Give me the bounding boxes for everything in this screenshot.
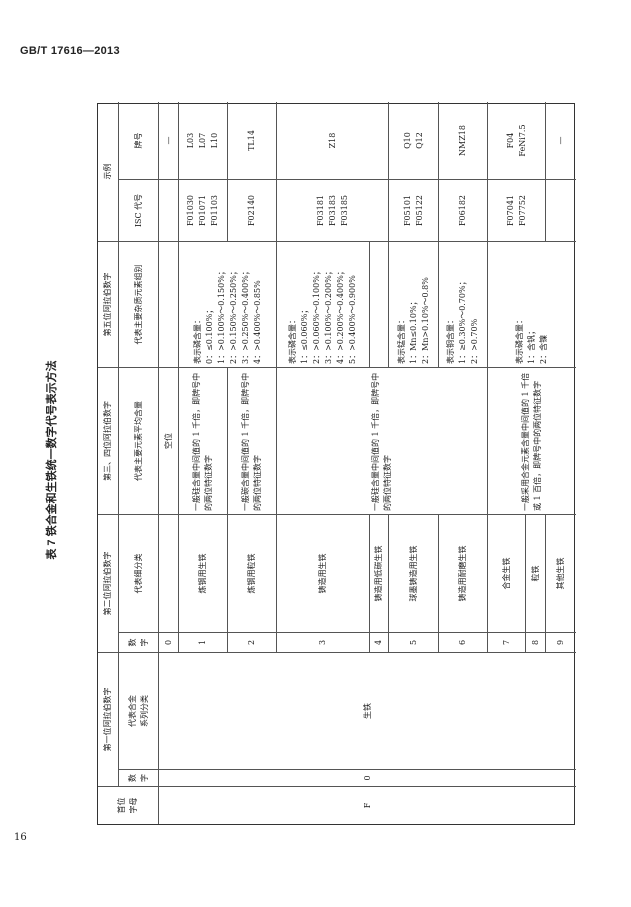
table-title: 表 7 铁合金和生铁统一数字代号表示方法 <box>46 360 58 560</box>
row-name: 炼钢用生铁 <box>179 514 228 632</box>
row-num: 6 <box>439 632 488 652</box>
row-name: 铸造用耐磨生铁 <box>439 514 488 632</box>
row-num: 2 <box>228 632 277 652</box>
isc-r7: F07041 F07752 <box>488 179 546 241</box>
header-first-desc: 代表合金 系列分类 <box>119 652 159 769</box>
grade-r0: — <box>159 102 179 179</box>
header-third-fourth-desc: 代表主要元素平均含量 <box>119 367 159 514</box>
header-first-num: 数 字 <box>119 769 159 786</box>
row-num: 9 <box>546 632 576 652</box>
impurity-r7-9: 表示磷含量： 1：含钒； 2：含镍 <box>488 241 576 367</box>
header-first-letter: 首位 字母 <box>98 786 159 824</box>
grade-r8: — <box>556 136 565 145</box>
row-name: 其他生铁 <box>546 514 576 632</box>
main-element-r3-6: 一般硅含量中间值的 1 千倍，即牌号中的两位特征数字 <box>277 367 488 514</box>
isc-r0 <box>159 179 179 241</box>
isc-r3: F03181 F03183 F03185 <box>277 179 389 241</box>
isc-r6: F06182 <box>439 179 488 241</box>
grade-r1: L03 L07 L10 <box>179 102 228 179</box>
header-first-digit: 第一位阿拉伯数字 <box>98 652 119 786</box>
main-element-r2: 一般碳含量中间值的 1 千倍，即牌号中的两位特征数字 <box>228 367 277 514</box>
header-example: 示例 <box>98 102 119 241</box>
isc-r2: F02140 <box>228 179 277 241</box>
row-name: 铸造用低碳生铁 <box>370 514 389 632</box>
header-grade: 牌号 <box>119 102 159 179</box>
row-num: 8 <box>526 632 546 652</box>
code-table: 首位 字母 第一位阿拉伯数字 数 字 代表合金 系列分类 第二位阿拉伯数字 数 … <box>97 102 576 825</box>
row-name: 粒铁 <box>526 514 546 632</box>
impurity-r1-2: 表示磷含量： 0：≤0.100%； 1：>0.100%～0.150%； 2：>0… <box>179 241 277 367</box>
row-name: 球墨铸造用生铁 <box>389 514 439 632</box>
row-num: 5 <box>389 632 439 652</box>
row-num: 7 <box>488 632 526 652</box>
row-num: 0 <box>159 632 179 652</box>
grade-r3: Z18 <box>277 102 389 179</box>
grade-r6: NMZ18 <box>439 102 488 179</box>
letter-cell: F <box>159 786 576 824</box>
page-header: GB/T 17616—2013 <box>20 45 120 57</box>
isc-r5: F05101 F05122 <box>389 179 439 241</box>
isc-r1: F01030 F01071 F01103 <box>179 179 228 241</box>
row-name <box>159 514 179 632</box>
row-num: 4 <box>370 632 389 652</box>
header-fifth-desc: 代表主要杂质元素组别 <box>119 241 159 367</box>
isc-r8 <box>546 179 576 241</box>
main-element-r0: 空位 <box>159 367 179 514</box>
impurity-r0 <box>159 241 179 367</box>
header-fifth: 第五位阿拉伯数字 <box>98 241 119 367</box>
main-element-r7-9: 一般采用合金元素含量中间值的 1 千倍或 1 百倍，即牌号中的两位特征数字 <box>488 367 576 514</box>
first-num-cell: 0 <box>159 769 576 786</box>
page-number: 16 <box>14 832 27 843</box>
row-num: 3 <box>277 632 370 652</box>
row-name: 炼钢用粒铁 <box>228 514 277 632</box>
impurity-r6: 表示铜含量： 1：≥0.30%～0.70%； 2：>0.70% <box>439 241 488 367</box>
main-element-r1: 一般硅含量中间值的 1 千倍，即牌号中的两位特征数字 <box>179 367 228 514</box>
grade-r5: Q10 Q12 <box>389 102 439 179</box>
header-second-num: 数 字 <box>119 632 159 652</box>
row-num: 1 <box>179 632 228 652</box>
row-name: 铸造用生铁 <box>277 514 370 632</box>
impurity-r5: 表示锰含量： 1：Mn≤0.10%； 2：Mn>0.10%～0.8% <box>389 241 439 367</box>
grade-r2: TL14 <box>228 102 277 179</box>
row-name: 合金生铁 <box>488 514 526 632</box>
header-second-digit: 第二位阿拉伯数字 <box>98 514 119 652</box>
first-desc-cell: 生铁 <box>159 652 576 769</box>
header-third-fourth: 第三、四位阿拉伯数字 <box>98 367 119 514</box>
grade-r7: F04 FeNi7.5 <box>488 102 546 179</box>
impurity-r3: 表示磷含量： 1：≤0.060%； 2：>0.060%～0.100%； 3：>0… <box>277 241 370 367</box>
impurity-r4 <box>370 241 389 367</box>
header-isc: ISC 代号 <box>119 179 159 241</box>
header-second-desc: 代表细分类 <box>119 514 159 632</box>
